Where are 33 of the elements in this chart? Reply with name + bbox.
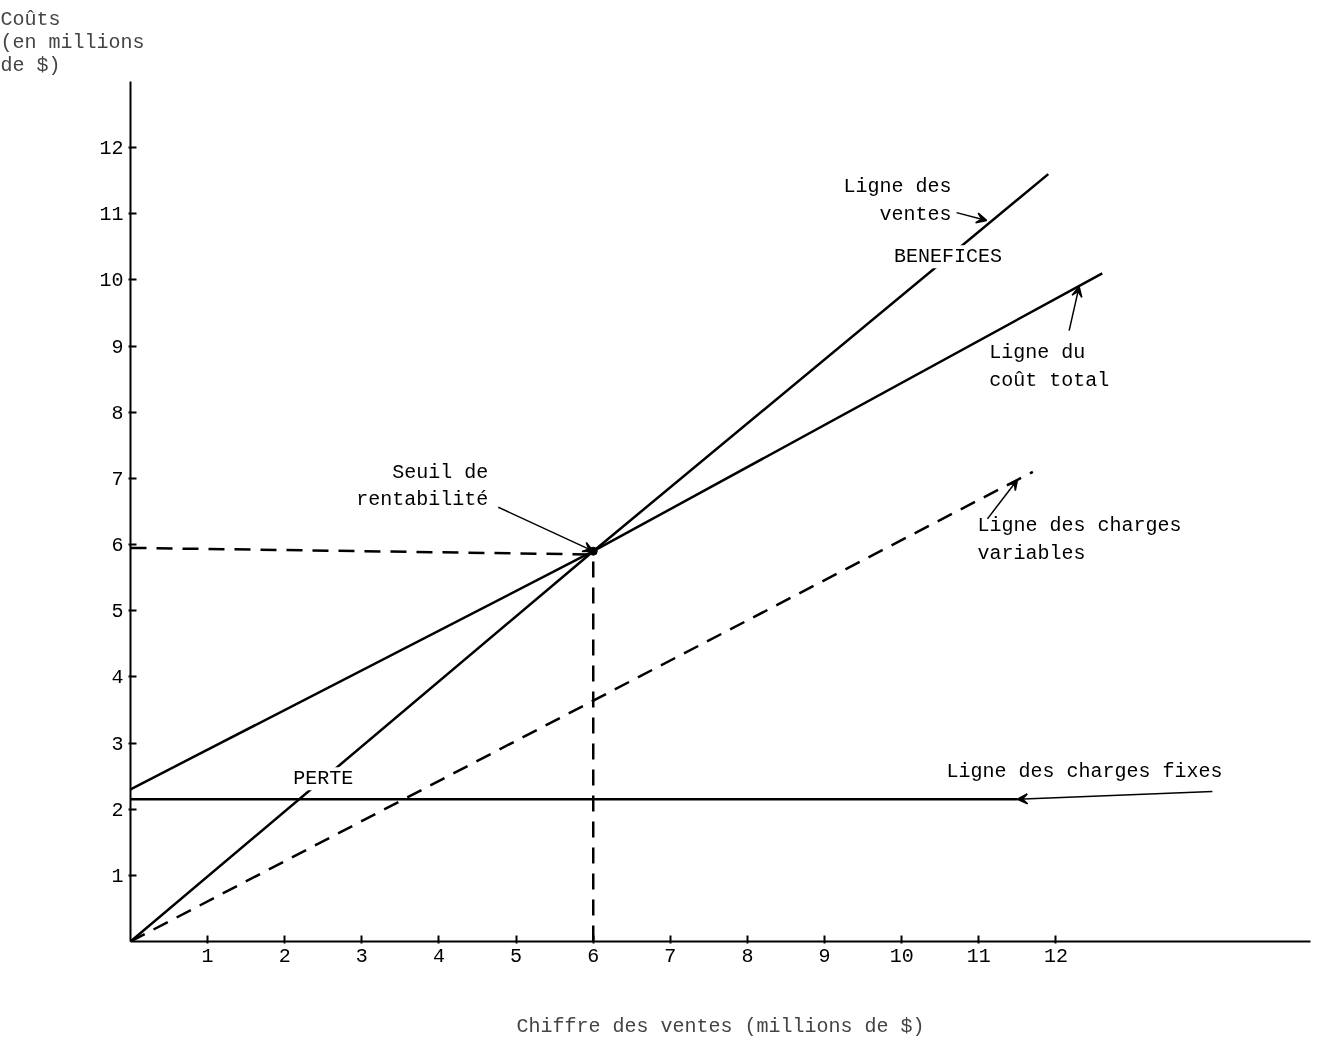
y-axis-title: Coûts (en millions de $): [0, 7, 145, 77]
annotation: Ligne du coût total: [989, 341, 1110, 392]
annotation: BENEFICES: [894, 245, 1003, 269]
y-tick-label: 8: [111, 401, 124, 425]
y-tick-label: 9: [111, 335, 124, 359]
annotation: Ligne des ventes: [843, 175, 952, 226]
x-tick-label: 7: [664, 944, 677, 968]
x-tick-label: 3: [355, 944, 368, 968]
x-tick-label: 1: [201, 944, 214, 968]
x-tick-label: 4: [433, 944, 446, 968]
y-tick-label: 5: [111, 600, 124, 624]
x-tick-label: 2: [278, 944, 291, 968]
x-tick-label: 10: [889, 944, 914, 968]
x-axis-title: Chiffre des ventes (millions de $): [516, 1014, 925, 1038]
y-tick-label: 4: [111, 666, 124, 690]
annotation: Ligne des charges fixes: [946, 759, 1223, 783]
y-tick-label: 1: [111, 864, 124, 888]
x-tick-label: 5: [510, 944, 523, 968]
y-tick-label: 12: [99, 137, 124, 161]
y-tick-label: 2: [111, 798, 124, 822]
x-tick-label: 9: [818, 944, 831, 968]
y-tick-label: 7: [111, 467, 124, 491]
annotation: PERTE: [293, 767, 354, 791]
y-tick-label: 11: [99, 203, 124, 227]
annotation: Ligne des charges variables: [977, 514, 1182, 566]
annotation: Seuil de rentabilité: [356, 460, 489, 512]
x-tick-label: 11: [966, 944, 991, 968]
y-tick-label: 3: [111, 732, 124, 756]
x-tick-label: 12: [1043, 944, 1068, 968]
x-tick-label: 8: [741, 944, 754, 968]
y-tick-label: 6: [111, 534, 124, 558]
x-tick-label: 6: [587, 944, 600, 968]
y-tick-label: 10: [99, 269, 124, 293]
